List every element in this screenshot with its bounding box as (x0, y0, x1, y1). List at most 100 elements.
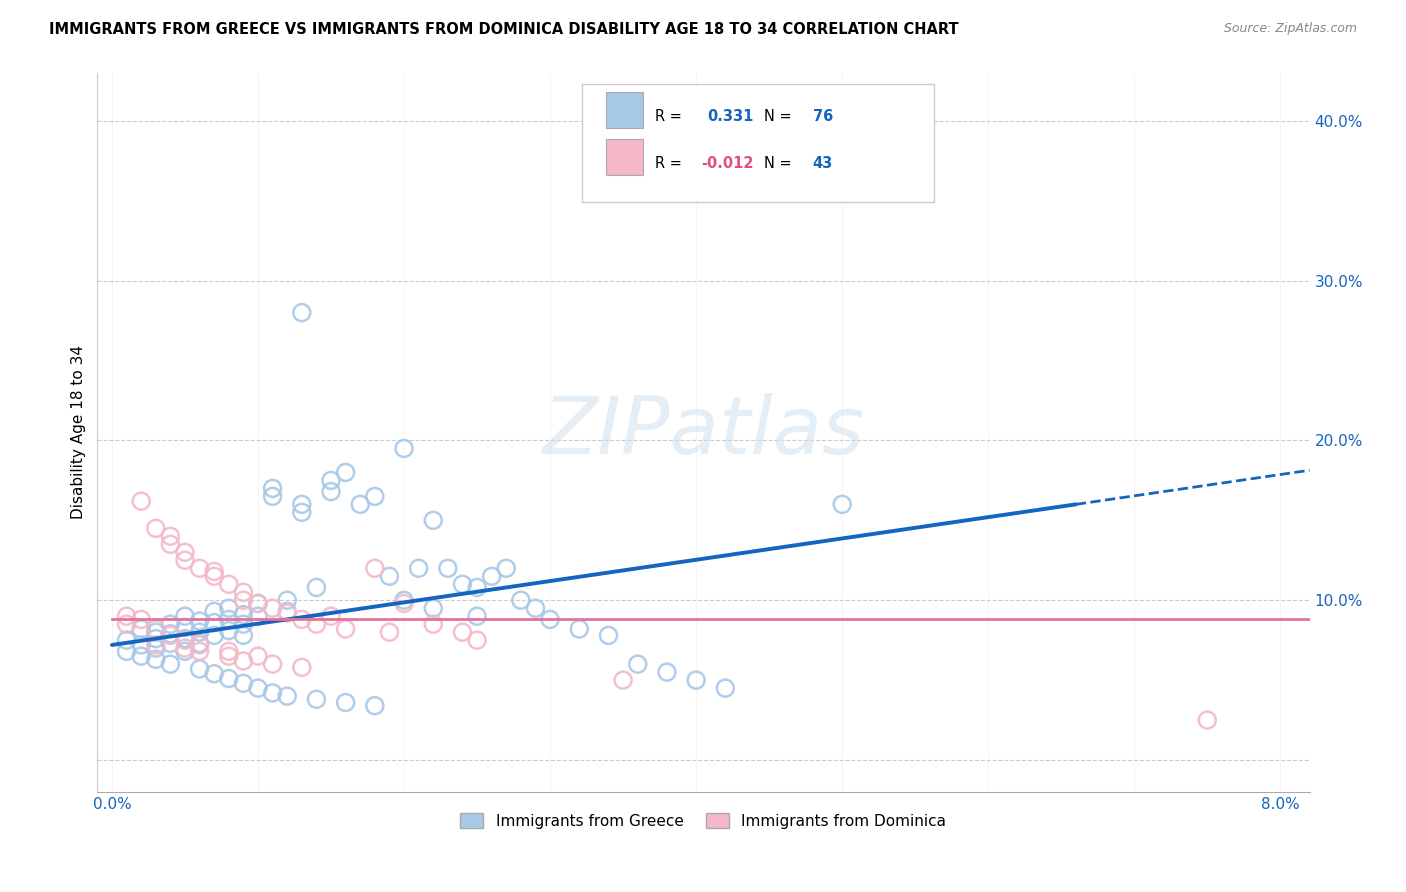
Point (262, 489, 284, 503)
Point (612, 673, 634, 687)
Point (685, 673, 707, 687)
Point (422, 513, 444, 527)
Point (218, 644, 240, 658)
Point (335, 466, 357, 480)
Point (174, 620, 197, 634)
Text: 0.331: 0.331 (707, 109, 754, 124)
Text: IMMIGRANTS FROM GREECE VS IMMIGRANTS FROM DOMINICA DISABILITY AGE 18 TO 34 CORRE: IMMIGRANTS FROM GREECE VS IMMIGRANTS FRO… (49, 22, 959, 37)
Point (319, 474, 342, 488)
Point (451, 577, 474, 591)
Point (115, 633, 138, 648)
Point (129, 622, 152, 636)
Point (276, 689, 298, 703)
Point (145, 632, 167, 646)
Point (655, 665, 678, 680)
Point (115, 644, 138, 658)
Point (291, 612, 314, 626)
Point (159, 529, 181, 543)
Point (305, 581, 328, 595)
Point (627, 657, 650, 672)
Point (188, 644, 211, 658)
Point (465, 581, 488, 595)
Point (232, 585, 254, 599)
Point (509, 593, 531, 607)
Point (392, 593, 415, 607)
Text: -0.012: -0.012 (702, 156, 754, 171)
Point (335, 622, 357, 636)
Text: 76: 76 (813, 109, 832, 124)
Point (335, 696, 357, 710)
Point (145, 641, 167, 656)
Point (159, 628, 181, 642)
Point (159, 657, 181, 672)
Point (145, 652, 167, 666)
Point (246, 596, 269, 610)
Point (232, 628, 254, 642)
Point (422, 617, 444, 632)
Point (305, 692, 328, 706)
Point (159, 537, 181, 551)
Legend: Immigrants from Greece, Immigrants from Dominica: Immigrants from Greece, Immigrants from … (454, 806, 953, 835)
Point (129, 638, 152, 652)
Point (174, 644, 197, 658)
Point (159, 636, 181, 650)
Text: R =: R = (655, 156, 686, 171)
Point (159, 627, 181, 641)
Point (188, 662, 211, 676)
Point (319, 609, 342, 624)
FancyBboxPatch shape (606, 139, 643, 175)
Point (145, 521, 167, 535)
Point (481, 569, 503, 583)
Point (246, 596, 269, 610)
Text: N =: N = (763, 109, 796, 124)
Point (202, 604, 225, 618)
Point (232, 593, 254, 607)
Point (465, 633, 488, 648)
Point (276, 593, 298, 607)
Point (129, 612, 152, 626)
Point (115, 609, 138, 624)
Text: ZIPatlas: ZIPatlas (543, 393, 865, 472)
Point (364, 698, 387, 713)
Point (145, 625, 167, 640)
Point (218, 601, 240, 615)
Point (378, 569, 401, 583)
Point (291, 660, 314, 674)
Point (495, 561, 517, 575)
Point (422, 601, 444, 615)
Point (218, 649, 240, 664)
Point (364, 489, 387, 503)
Point (188, 636, 211, 650)
Point (159, 617, 181, 632)
Point (276, 604, 298, 618)
Point (145, 622, 167, 636)
Point (262, 657, 284, 672)
Point (246, 649, 269, 664)
Point (129, 649, 152, 664)
Point (246, 609, 269, 624)
Point (202, 569, 225, 583)
Point (349, 497, 371, 511)
Point (218, 672, 240, 686)
Point (291, 497, 314, 511)
Point (437, 561, 460, 575)
Point (218, 612, 240, 626)
Point (188, 561, 211, 575)
Point (232, 654, 254, 668)
Text: R =: R = (655, 109, 686, 124)
Point (392, 442, 415, 456)
Point (465, 609, 488, 624)
Point (202, 666, 225, 681)
Point (174, 545, 197, 559)
Point (831, 497, 853, 511)
Point (568, 622, 591, 636)
Point (246, 681, 269, 695)
Point (524, 601, 547, 615)
Point (451, 625, 474, 640)
Text: Source: ZipAtlas.com: Source: ZipAtlas.com (1223, 22, 1357, 36)
Point (305, 617, 328, 632)
Point (276, 606, 298, 620)
Point (174, 553, 197, 567)
Point (188, 638, 211, 652)
Point (262, 686, 284, 700)
